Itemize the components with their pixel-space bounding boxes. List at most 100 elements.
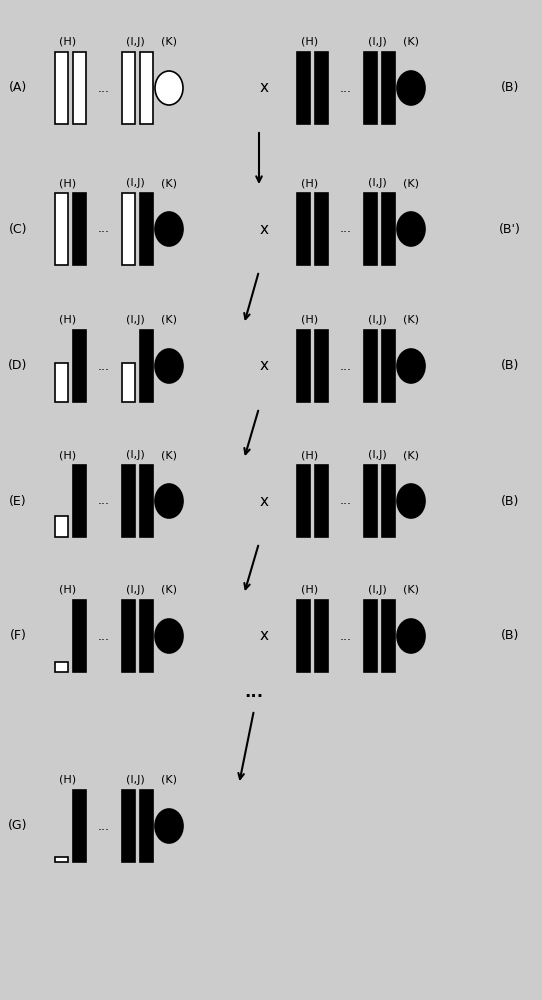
Text: ...: ... — [340, 82, 352, 95]
Bar — [382, 330, 395, 402]
Text: x: x — [260, 359, 268, 373]
Text: ...: ... — [98, 494, 110, 508]
Bar — [140, 52, 153, 124]
Text: (D): (D) — [8, 360, 28, 372]
Text: (I,J): (I,J) — [126, 37, 144, 47]
Text: x: x — [260, 629, 268, 644]
Text: ...: ... — [340, 360, 352, 372]
Text: ...: ... — [340, 630, 352, 643]
Bar — [73, 790, 86, 862]
Text: x: x — [260, 493, 268, 508]
Text: (C): (C) — [9, 223, 27, 235]
Bar — [73, 330, 86, 402]
Bar — [297, 600, 310, 672]
Text: (H): (H) — [60, 775, 76, 785]
Bar — [140, 330, 153, 402]
Text: (K): (K) — [403, 450, 419, 460]
Text: (I,J): (I,J) — [367, 178, 386, 188]
Bar — [73, 193, 86, 265]
Text: (K): (K) — [403, 315, 419, 325]
Text: (I,J): (I,J) — [126, 178, 144, 188]
Bar — [297, 193, 310, 265]
Ellipse shape — [397, 212, 425, 246]
Bar — [55, 363, 68, 402]
Bar — [382, 193, 395, 265]
Bar — [315, 52, 328, 124]
Bar — [364, 600, 377, 672]
Ellipse shape — [155, 484, 183, 518]
Bar — [122, 790, 135, 862]
Bar — [73, 52, 86, 124]
Ellipse shape — [397, 349, 425, 383]
Text: (K): (K) — [161, 450, 177, 460]
Bar — [382, 600, 395, 672]
Bar — [73, 465, 86, 537]
Bar — [122, 600, 135, 672]
Text: (K): (K) — [161, 37, 177, 47]
Bar — [55, 516, 68, 537]
Text: (H): (H) — [301, 585, 319, 595]
Bar — [364, 465, 377, 537]
Text: (B): (B) — [501, 630, 519, 643]
Bar — [122, 363, 135, 402]
Text: (K): (K) — [403, 37, 419, 47]
Bar — [140, 790, 153, 862]
Text: (I,J): (I,J) — [126, 775, 144, 785]
Bar — [297, 52, 310, 124]
Text: ...: ... — [98, 820, 110, 832]
Text: (I,J): (I,J) — [126, 450, 144, 460]
Bar — [364, 193, 377, 265]
Bar — [364, 330, 377, 402]
Bar — [122, 193, 135, 265]
Ellipse shape — [155, 809, 183, 843]
Ellipse shape — [397, 484, 425, 518]
Text: (H): (H) — [60, 178, 76, 188]
Ellipse shape — [155, 349, 183, 383]
Text: ...: ... — [340, 494, 352, 508]
Text: (B'): (B') — [499, 223, 521, 235]
Text: ...: ... — [98, 82, 110, 95]
Text: x: x — [260, 222, 268, 236]
Bar — [315, 330, 328, 402]
Text: (I,J): (I,J) — [367, 37, 386, 47]
Text: (I,J): (I,J) — [126, 585, 144, 595]
Bar — [140, 193, 153, 265]
Bar — [382, 52, 395, 124]
Bar — [122, 465, 135, 537]
Bar — [140, 600, 153, 672]
Ellipse shape — [155, 212, 183, 246]
Text: (B): (B) — [501, 82, 519, 95]
Text: (H): (H) — [60, 37, 76, 47]
Text: (E): (E) — [9, 494, 27, 508]
Text: (H): (H) — [60, 315, 76, 325]
Text: (K): (K) — [161, 315, 177, 325]
Text: ...: ... — [340, 223, 352, 235]
Text: (F): (F) — [10, 630, 27, 643]
Text: (K): (K) — [403, 585, 419, 595]
Bar — [315, 193, 328, 265]
Text: (B): (B) — [501, 494, 519, 508]
Text: (K): (K) — [161, 178, 177, 188]
Bar — [297, 465, 310, 537]
Text: ...: ... — [98, 360, 110, 372]
Text: (K): (K) — [161, 775, 177, 785]
Text: (H): (H) — [60, 585, 76, 595]
Bar — [297, 330, 310, 402]
Text: (I,J): (I,J) — [367, 585, 386, 595]
Bar — [55, 857, 68, 862]
Text: ...: ... — [98, 223, 110, 235]
Text: (A): (A) — [9, 82, 27, 95]
Text: (H): (H) — [301, 37, 319, 47]
Text: (K): (K) — [161, 585, 177, 595]
Bar — [55, 662, 68, 672]
Text: (G): (G) — [8, 820, 28, 832]
Ellipse shape — [397, 71, 425, 105]
Text: (H): (H) — [301, 178, 319, 188]
Bar — [122, 52, 135, 124]
Ellipse shape — [155, 619, 183, 653]
Text: x: x — [260, 81, 268, 96]
Text: (H): (H) — [60, 450, 76, 460]
Text: (H): (H) — [301, 450, 319, 460]
Bar — [55, 193, 68, 265]
Bar — [315, 600, 328, 672]
